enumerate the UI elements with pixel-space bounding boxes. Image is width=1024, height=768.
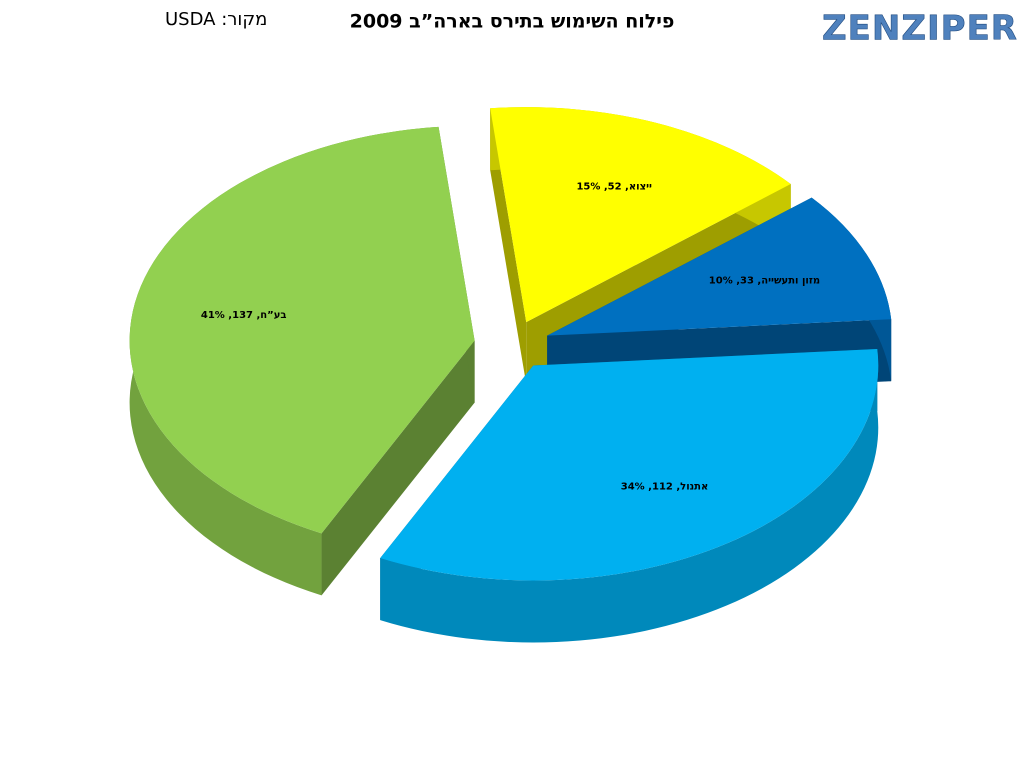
value-label: אתנול, 112, 34% [621,482,709,493]
slice [490,107,791,323]
slice-side [490,108,527,385]
value-label: בע”ח, 137, 41% [201,310,287,321]
logo: ZENZIPER [822,9,1018,49]
slice [547,197,892,336]
value-label: ייצוא, 52, 15% [576,182,652,193]
slice [380,349,879,581]
slice-wall [380,349,879,643]
slice [129,126,475,534]
slice-side [321,340,475,596]
source: מקור: USDA [165,9,267,30]
pie: ייצוא, 52, 15% מזון ותעשייה, 33, 10% בע”ח,… [129,107,892,643]
chart-title: פילוח השימוש בתירס בארה”ב 2009 [350,11,675,33]
value-label: מזון ותעשייה, 33, 10% [709,276,820,287]
